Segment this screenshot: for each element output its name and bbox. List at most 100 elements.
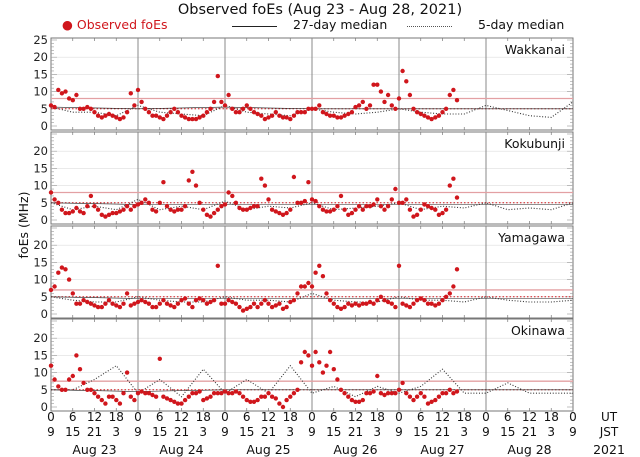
observed-point: [414, 298, 420, 303]
observed-point: [375, 373, 380, 379]
observed-point: [280, 212, 286, 217]
observed-point: [306, 353, 311, 358]
observed-point: [378, 204, 384, 209]
observed-point: [193, 183, 199, 188]
observed-point: [182, 115, 188, 120]
observed-point: [143, 391, 148, 396]
observed-point: [447, 291, 452, 296]
y-tick-label: 10: [33, 85, 48, 99]
y-tick-label: 20: [33, 144, 48, 158]
x-tick-label-jst: 9: [47, 425, 55, 439]
observed-point: [360, 301, 365, 306]
observed-point: [295, 291, 300, 296]
observed-point: [404, 391, 409, 396]
observed-point: [436, 212, 442, 217]
observed-point: [52, 377, 57, 382]
observed-point: [291, 391, 297, 396]
observed-point: [371, 301, 376, 306]
observed-point: [443, 294, 449, 299]
observed-point: [179, 207, 184, 212]
observed-point: [85, 299, 90, 305]
observed-point: [443, 391, 449, 396]
observed-point: [273, 110, 278, 115]
observed-point: [302, 349, 307, 355]
observed-point: [88, 106, 94, 112]
observed-point: [273, 303, 278, 308]
observed-point: [360, 99, 365, 105]
observed-point: [291, 298, 297, 303]
observed-point: [99, 304, 105, 310]
observed-point: [114, 115, 119, 120]
observed-point: [302, 284, 307, 289]
observed-point: [190, 169, 195, 174]
observed-point: [226, 298, 231, 303]
x-tick-label-ut: 6: [156, 410, 164, 424]
observed-point: [88, 193, 94, 199]
observed-point: [186, 301, 191, 306]
observed-point: [164, 301, 170, 306]
observed-point: [240, 207, 246, 212]
y-tick-label: 5: [41, 196, 48, 210]
observed-point: [157, 115, 162, 120]
observed-point: [356, 204, 362, 209]
observed-point: [190, 304, 195, 310]
observed-point: [106, 212, 112, 217]
observed-point: [320, 274, 326, 279]
observed-point: [298, 110, 304, 115]
panel-yamagawa: 0 5 10 15 20 Yamagawa: [33, 225, 574, 321]
observed-point: [255, 204, 260, 209]
observed-point: [418, 207, 423, 212]
observed-point: [56, 270, 61, 275]
observed-point: [219, 391, 224, 396]
x-tick-label-ut: 0: [47, 410, 55, 424]
observed-point: [208, 394, 213, 399]
observed-point: [219, 204, 224, 209]
observed-point: [342, 207, 347, 212]
observed-point: [262, 298, 268, 303]
observed-point: [371, 389, 376, 394]
observed-point: [56, 200, 61, 205]
y-tick-label: 20: [33, 238, 48, 252]
observed-point: [429, 399, 434, 404]
observed-point: [124, 204, 130, 209]
observed-point: [404, 303, 409, 308]
observed-point: [353, 207, 358, 212]
median-27day-line: [50, 296, 573, 299]
observed-point: [418, 391, 423, 396]
observed-point: [230, 193, 235, 199]
observed-point: [385, 204, 391, 209]
observed-point: [190, 116, 195, 122]
observed-point: [52, 284, 57, 289]
observed-point: [77, 209, 83, 214]
x-tick-label-ut: 6: [243, 410, 251, 424]
observed-point: [237, 205, 242, 211]
observed-point: [378, 294, 384, 299]
observed-point: [451, 391, 456, 396]
x-row-label-ut: UT: [601, 410, 618, 424]
observed-point: [440, 110, 445, 115]
observed-point: [385, 299, 391, 305]
observed-point: [124, 291, 130, 296]
observed-point: [248, 399, 253, 404]
observed-point: [66, 96, 72, 101]
observed-point: [378, 391, 384, 396]
observed-point: [418, 111, 423, 117]
observed-point: [244, 103, 249, 108]
observed-point: [273, 209, 278, 214]
observed-point: [161, 298, 166, 303]
observed-point: [59, 207, 65, 212]
observed-point: [407, 304, 413, 310]
observed-point: [204, 212, 210, 217]
observed-point: [215, 207, 220, 212]
observed-point: [143, 299, 148, 305]
observed-point: [92, 303, 97, 308]
observed-point: [259, 176, 264, 181]
observed-point: [161, 180, 166, 185]
observed-point: [114, 397, 119, 403]
observed-point: [389, 103, 394, 108]
observed-point: [240, 106, 246, 112]
y-tick-label: 5: [41, 102, 48, 116]
observed-point: [164, 396, 170, 401]
observed-point: [172, 209, 177, 214]
observed-point: [201, 298, 206, 303]
